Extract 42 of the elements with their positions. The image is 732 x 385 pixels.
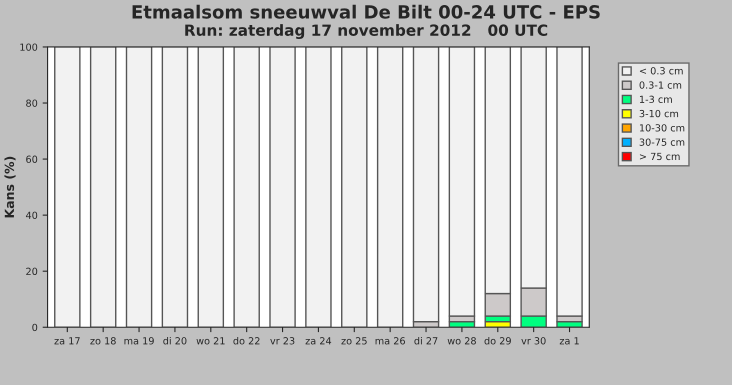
legend-label: > 75 cm bbox=[640, 152, 680, 160]
bar bbox=[162, 46, 188, 328]
x-tick-label: zo 25 bbox=[341, 337, 367, 344]
x-tick-label: ma 19 bbox=[124, 337, 154, 344]
y-tick-label: 0 bbox=[32, 324, 38, 332]
bar bbox=[412, 46, 440, 322]
bar bbox=[233, 46, 260, 328]
x-tick-label: di 27 bbox=[414, 336, 438, 344]
x-tick-label: za 24 bbox=[306, 337, 332, 344]
x-tick-label: za 1 bbox=[560, 337, 579, 344]
x-tick-label: wo 21 bbox=[196, 337, 225, 344]
y-tick-label: 40 bbox=[26, 212, 38, 219]
y-tick-label: 80 bbox=[26, 100, 38, 107]
legend-label: 3-10 cm bbox=[640, 110, 678, 118]
bar bbox=[198, 46, 224, 328]
legend-label: < 0.3 cm bbox=[640, 67, 683, 74]
x-tick-label: ma 26 bbox=[376, 337, 405, 344]
y-axis-title: Kans (%) bbox=[4, 156, 16, 218]
x-tick-label: di 20 bbox=[163, 336, 186, 344]
chart-subtitle: Run: zaterdag 17 november 2012 00 UTC bbox=[185, 24, 548, 40]
x-tick-label: do 22 bbox=[233, 336, 260, 344]
y-tick-label: 20 bbox=[26, 268, 38, 276]
y-tick-label: 60 bbox=[26, 156, 38, 163]
bar bbox=[126, 46, 152, 328]
y-tick-label: 100 bbox=[20, 43, 38, 51]
bar bbox=[341, 46, 368, 328]
x-tick-label: vr 23 bbox=[270, 337, 294, 344]
bar bbox=[90, 46, 116, 328]
bar bbox=[54, 46, 81, 328]
legend-label: 10-30 cm bbox=[640, 124, 684, 132]
bar bbox=[305, 46, 332, 328]
x-tick-label: za 17 bbox=[54, 337, 80, 344]
bar bbox=[269, 46, 296, 328]
x-tick-label: vr 30 bbox=[521, 337, 546, 344]
legend-label: 0.3-1 cm bbox=[640, 81, 682, 89]
chart-title: Etmaalsom sneeuwval De Bilt 00-24 UTC - EPS bbox=[132, 4, 600, 19]
x-tick-label: do 29 bbox=[484, 336, 511, 344]
legend-label: 30-75 cm bbox=[640, 138, 684, 146]
legend-label: 1-3 cm bbox=[640, 96, 672, 103]
bar bbox=[376, 46, 404, 328]
x-tick-label: zo 18 bbox=[90, 337, 116, 344]
x-tick-label: wo 28 bbox=[448, 337, 476, 344]
